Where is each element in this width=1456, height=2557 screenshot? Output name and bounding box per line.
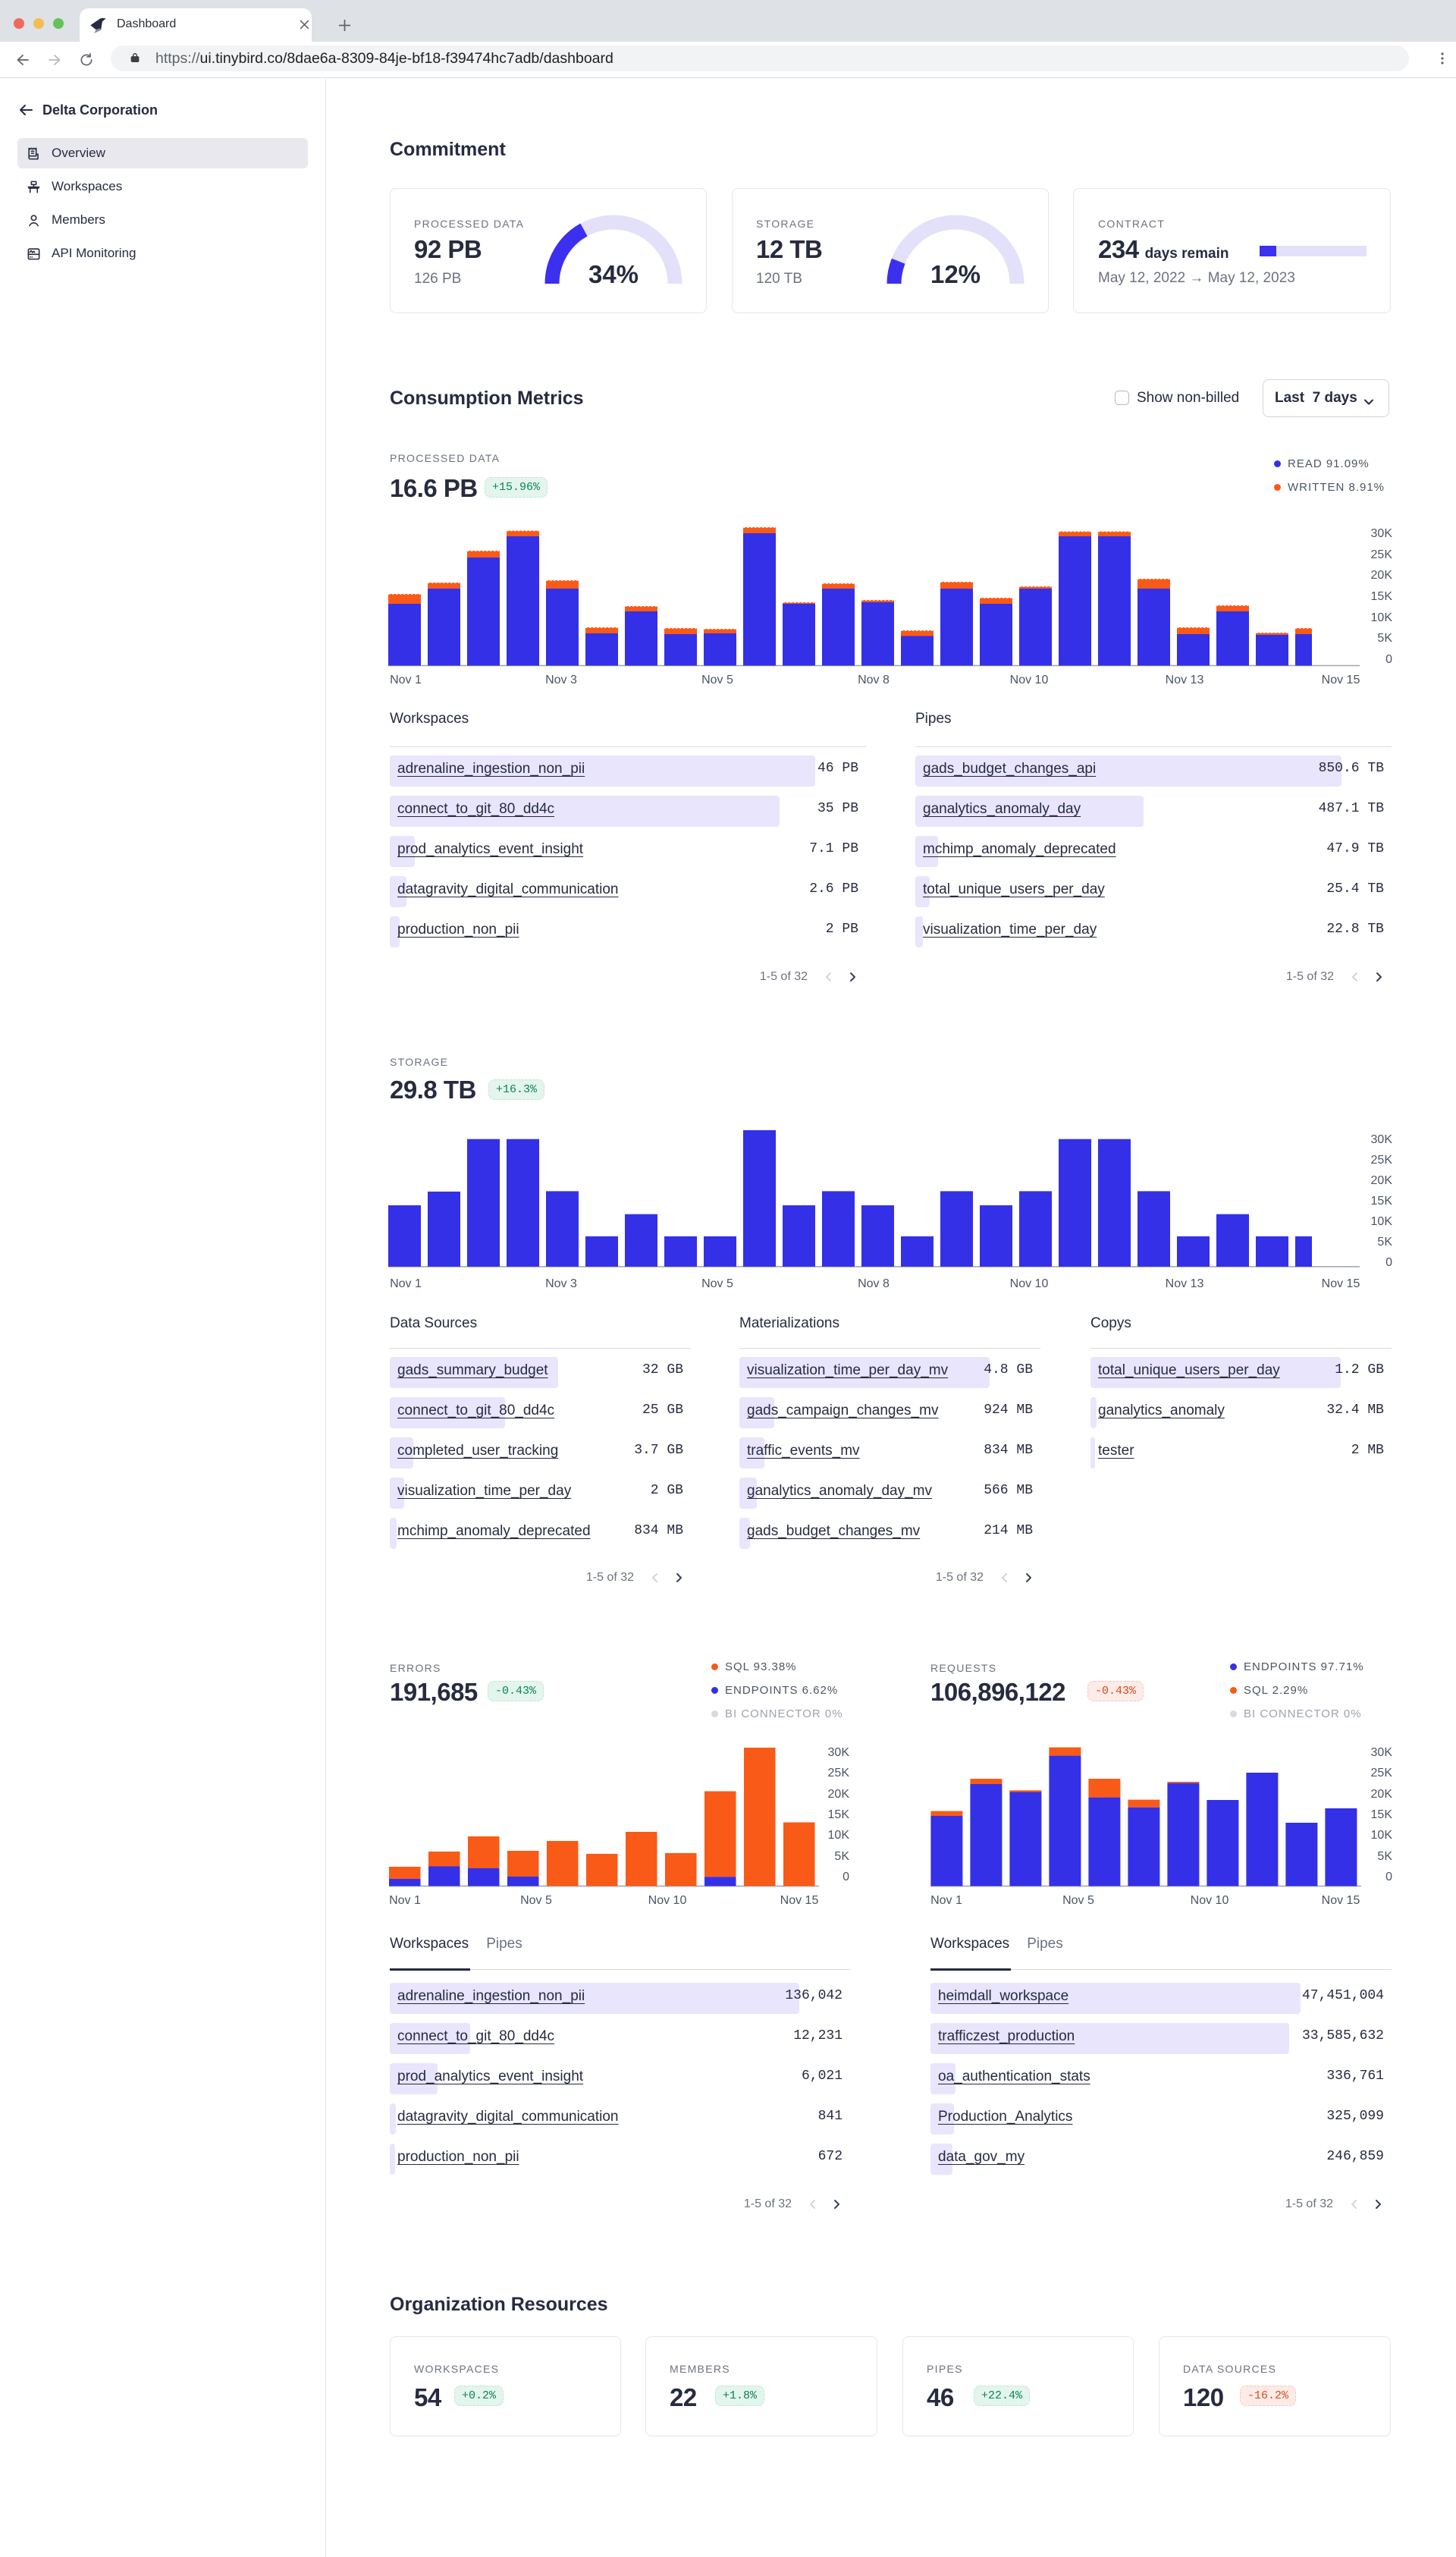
svg-text:20K: 20K <box>1371 569 1393 582</box>
svg-text:25K: 25K <box>1371 1154 1393 1167</box>
svg-text:20K: 20K <box>1371 1174 1393 1187</box>
svg-text:Nov 5: Nov 5 <box>701 1277 733 1290</box>
svg-text:Nov 1: Nov 1 <box>389 1894 421 1907</box>
svg-text:Nov 13: Nov 13 <box>1166 674 1204 686</box>
svg-text:0: 0 <box>843 1871 849 1883</box>
svg-text:Nov 10: Nov 10 <box>1191 1894 1229 1907</box>
svg-text:0: 0 <box>1385 1256 1392 1269</box>
svg-text:5K: 5K <box>1377 1236 1392 1249</box>
svg-text:Nov 3: Nov 3 <box>545 674 577 686</box>
svg-text:Nov 15: Nov 15 <box>780 1894 819 1907</box>
svg-text:Nov 10: Nov 10 <box>1010 1277 1049 1290</box>
svg-text:Nov 5: Nov 5 <box>1062 1894 1094 1907</box>
svg-text:Nov 10: Nov 10 <box>648 1894 687 1907</box>
svg-text:20K: 20K <box>828 1788 850 1801</box>
svg-text:15K: 15K <box>828 1808 850 1821</box>
svg-text:15K: 15K <box>1371 1808 1393 1821</box>
svg-text:Nov 5: Nov 5 <box>520 1894 552 1907</box>
svg-text:10K: 10K <box>1371 611 1393 624</box>
svg-text:Nov 8: Nov 8 <box>858 1277 890 1290</box>
svg-text:34%: 34% <box>588 260 639 287</box>
svg-text:5K: 5K <box>1377 632 1392 645</box>
svg-text:5K: 5K <box>834 1850 849 1863</box>
svg-text:10K: 10K <box>1371 1829 1393 1842</box>
svg-text:30K: 30K <box>828 1746 850 1759</box>
svg-text:12%: 12% <box>930 260 981 287</box>
svg-text:25K: 25K <box>1371 1767 1393 1780</box>
svg-text:Nov 10: Nov 10 <box>1010 674 1049 686</box>
svg-text:Nov 1: Nov 1 <box>390 1277 422 1290</box>
svg-text:Nov 5: Nov 5 <box>701 674 733 686</box>
svg-text:10K: 10K <box>828 1829 850 1842</box>
svg-text:0: 0 <box>1385 1871 1392 1883</box>
svg-text:5K: 5K <box>1377 1850 1392 1863</box>
svg-text:15K: 15K <box>1371 1195 1393 1208</box>
svg-text:Nov 15: Nov 15 <box>1322 674 1360 686</box>
svg-text:Nov 1: Nov 1 <box>390 674 422 686</box>
svg-text:25K: 25K <box>828 1767 850 1780</box>
svg-text:Nov 3: Nov 3 <box>545 1277 577 1290</box>
svg-text:Nov 8: Nov 8 <box>858 674 890 686</box>
svg-text:25K: 25K <box>1371 548 1393 561</box>
svg-text:30K: 30K <box>1371 1746 1393 1759</box>
svg-text:0: 0 <box>1385 653 1392 666</box>
svg-text:30K: 30K <box>1371 1133 1393 1146</box>
svg-text:20K: 20K <box>1371 1788 1393 1801</box>
svg-text:15K: 15K <box>1371 590 1393 603</box>
svg-text:Nov 1: Nov 1 <box>930 1894 962 1907</box>
svg-text:Nov 13: Nov 13 <box>1166 1277 1204 1290</box>
svg-text:Nov 15: Nov 15 <box>1322 1277 1360 1290</box>
svg-text:30K: 30K <box>1371 527 1393 540</box>
svg-text:10K: 10K <box>1371 1215 1393 1228</box>
svg-text:Nov 15: Nov 15 <box>1322 1894 1360 1907</box>
